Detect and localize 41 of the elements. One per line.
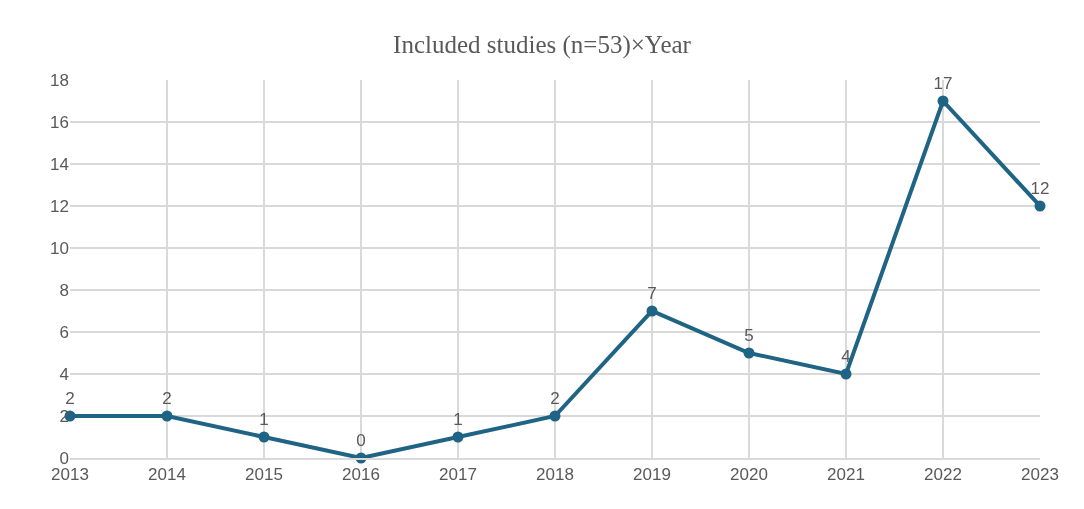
y-tick-label: 8 <box>59 280 69 300</box>
data-label: 7 <box>647 283 657 303</box>
y-tick-label: 14 <box>50 154 69 174</box>
data-label: 4 <box>841 346 851 366</box>
x-tick-label: 2020 <box>730 465 768 485</box>
point <box>549 410 561 422</box>
point <box>1034 200 1046 212</box>
point <box>743 347 755 359</box>
y-tick-label: 10 <box>50 238 69 258</box>
x-tick-label: 2014 <box>148 465 186 485</box>
chart-title: Included studies (n=53)×Year <box>393 31 692 60</box>
y-tick-label: 0 <box>59 448 69 468</box>
data-label: 1 <box>259 409 269 429</box>
point <box>452 431 464 443</box>
data-label: 12 <box>1030 178 1050 198</box>
data-label: 5 <box>744 325 754 345</box>
x-tick-label: 2013 <box>51 465 89 485</box>
point <box>937 95 949 107</box>
data-label: 0 <box>356 430 366 450</box>
point <box>258 431 270 443</box>
point <box>646 305 658 317</box>
y-tick-label: 2 <box>59 406 69 426</box>
y-tick-label: 4 <box>59 364 69 384</box>
x-tick-label: 2017 <box>439 465 477 485</box>
data-label: 2 <box>162 388 172 408</box>
x-tick-label: 2015 <box>245 465 283 485</box>
x-tick-label: 2021 <box>827 465 865 485</box>
y-tick-label: 18 <box>50 70 69 90</box>
x-tick-label: 2016 <box>342 465 380 485</box>
point <box>161 410 173 422</box>
x-tick-label: 2022 <box>924 465 962 485</box>
point <box>840 368 852 380</box>
data-label: 17 <box>933 73 953 93</box>
x-tick-label: 2018 <box>536 465 574 485</box>
y-tick-label: 6 <box>59 322 69 342</box>
x-tick-label: 2019 <box>633 465 671 485</box>
data-label: 2 <box>550 388 560 408</box>
x-tick-label: 2023 <box>1021 465 1059 485</box>
y-tick-label: 16 <box>50 112 69 132</box>
data-label: 1 <box>453 409 463 429</box>
y-tick-label: 12 <box>50 196 69 216</box>
